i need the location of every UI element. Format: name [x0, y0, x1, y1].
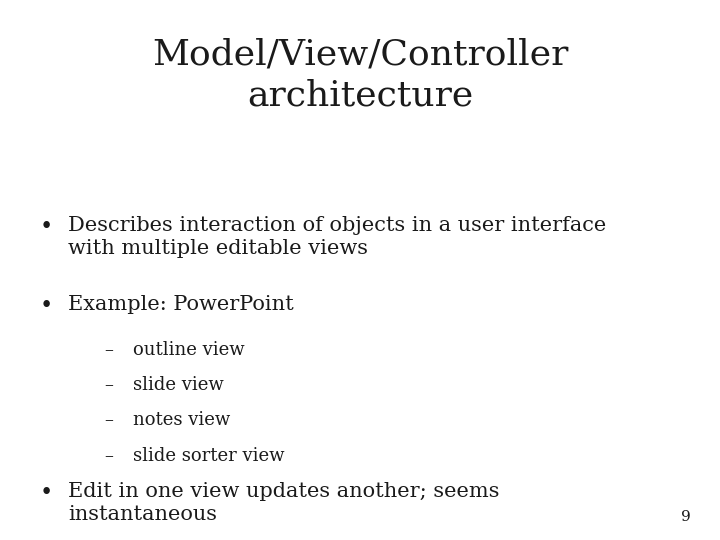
Text: outline view: outline view [133, 341, 245, 359]
Text: slide view: slide view [133, 376, 224, 394]
Text: Example: PowerPoint: Example: PowerPoint [68, 295, 294, 314]
Text: •: • [40, 482, 53, 504]
Text: Edit in one view updates another; seems
instantaneous: Edit in one view updates another; seems … [68, 482, 500, 524]
Text: 9: 9 [681, 510, 691, 524]
Text: –: – [104, 447, 113, 464]
Text: notes view: notes view [133, 411, 230, 429]
Text: –: – [104, 341, 113, 359]
Text: Model/View/Controller
architecture: Model/View/Controller architecture [152, 38, 568, 112]
Text: •: • [40, 295, 53, 318]
Text: Describes interaction of objects in a user interface
with multiple editable view: Describes interaction of objects in a us… [68, 216, 607, 259]
Text: –: – [104, 411, 113, 429]
Text: –: – [104, 376, 113, 394]
Text: •: • [40, 216, 53, 238]
Text: slide sorter view: slide sorter view [133, 447, 284, 464]
